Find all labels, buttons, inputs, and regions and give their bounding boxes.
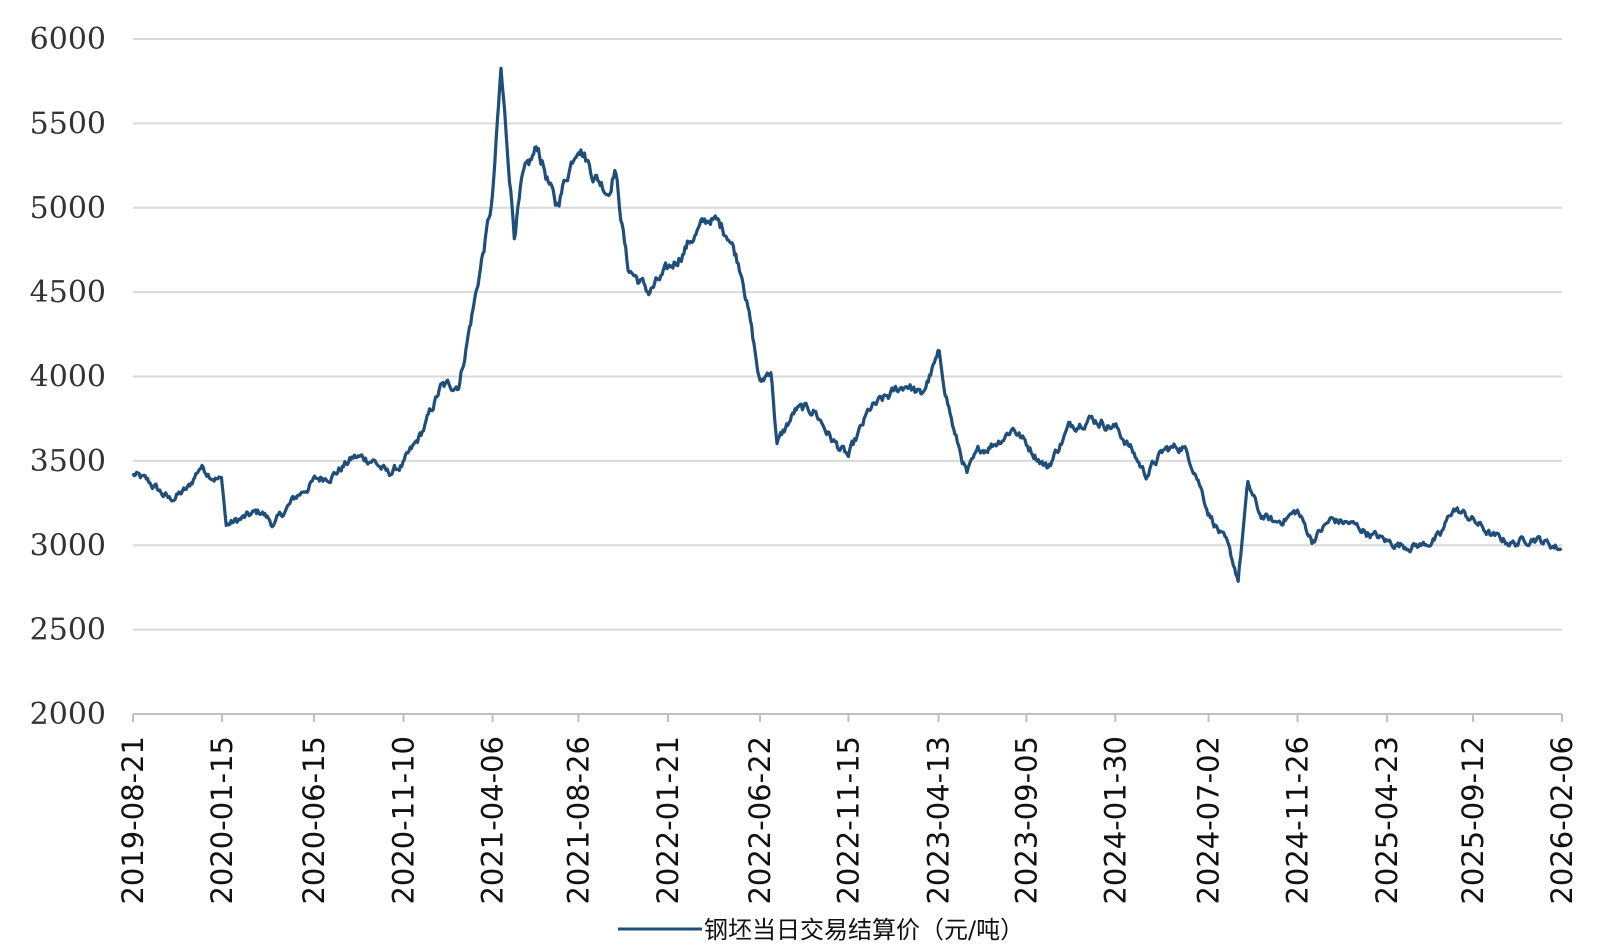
x-tick-label: 2019-08-21 (116, 736, 150, 905)
x-tick-label: 2021-08-26 (561, 736, 595, 905)
x-tick-label: 2020-11-10 (387, 736, 421, 905)
x-tick-label: 2023-09-05 (1009, 736, 1043, 905)
x-tick-label: 2022-01-21 (651, 736, 685, 905)
gridlines (133, 38, 1562, 631)
y-tick-label: 6000 (30, 22, 106, 57)
series-line (131, 66, 1563, 583)
y-tick-label: 3000 (30, 528, 106, 563)
y-tick-label: 2500 (30, 613, 106, 648)
legend: 钢坯当日交易结算价（元/吨） (618, 916, 1024, 944)
x-tick-label: 2023-04-13 (922, 736, 956, 905)
y-axis: 2000 2500 3000 3500 4000 4500 5000 5500 6000 (30, 22, 106, 732)
x-tick-label: 2020-06-15 (297, 736, 331, 905)
y-tick-label: 4500 (30, 275, 106, 310)
x-tick-label: 2021-04-06 (476, 736, 510, 905)
x-tick-label: 2020-01-15 (205, 736, 239, 905)
y-tick-label: 2000 (30, 697, 106, 732)
series-layer (131, 66, 1563, 583)
legend-label: 钢坯当日交易结算价（元/吨） (704, 916, 1024, 944)
x-tick-label: 2026-02-06 (1545, 736, 1579, 905)
x-tick-label: 2025-04-23 (1370, 736, 1404, 905)
y-tick-label: 4000 (30, 360, 106, 395)
x-axis: 2019-08-21 2020-01-15 2020-06-15 2020-11-10… (116, 713, 1579, 905)
y-tick-label: 5000 (30, 191, 106, 226)
x-tick-label: 2022-06-22 (743, 736, 777, 905)
y-tick-label: 5500 (30, 106, 106, 141)
x-tick-label: 2025-09-12 (1456, 736, 1490, 905)
x-tick-label: 2022-11-15 (831, 736, 865, 905)
x-tick-label: 2024-01-30 (1098, 736, 1132, 905)
x-tick-label: 2024-11-26 (1281, 736, 1315, 905)
x-tick-label: 2024-07-02 (1192, 736, 1226, 905)
y-tick-label: 3500 (30, 444, 106, 479)
